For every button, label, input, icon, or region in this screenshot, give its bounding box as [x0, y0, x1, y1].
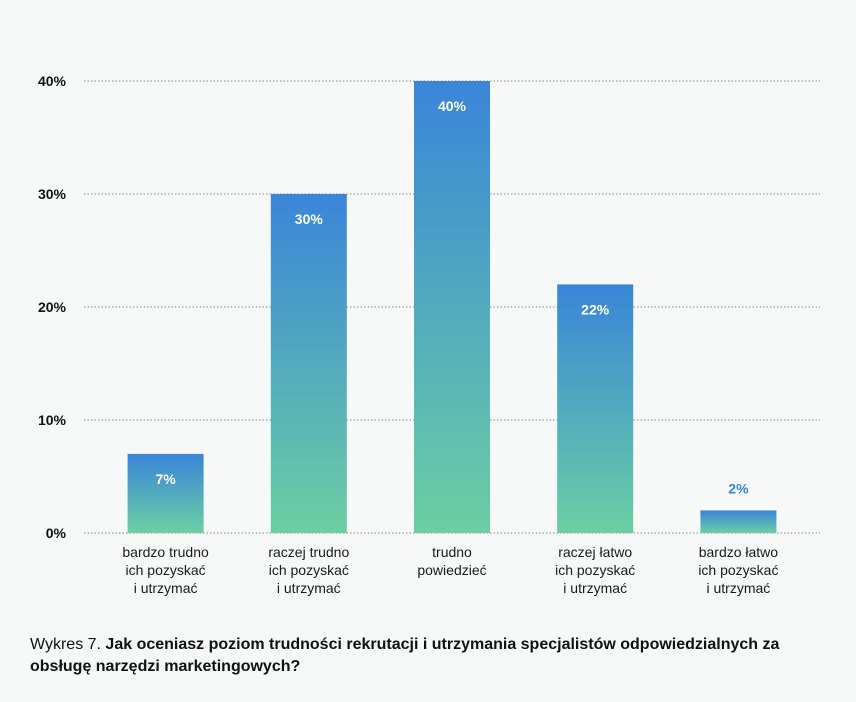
caption-prefix: Wykres 7.: [30, 636, 106, 653]
bar-chart: 0% 10% 20% 30% 40% 7% 30% 40% 22% 2% bardzo trud…: [38, 73, 820, 596]
bar: [557, 284, 634, 533]
y-tick-label: 30%: [38, 186, 67, 202]
value-label: 30%: [295, 211, 324, 227]
chart-caption: Wykres 7. Jak oceniasz poziom trudności …: [30, 634, 820, 678]
x-axis-labels: bardzo trudno ich pozyskać i utrzymać racze…: [122, 544, 778, 596]
y-tick-label: 10%: [38, 412, 67, 428]
y-tick-label: 20%: [38, 299, 67, 315]
bar: [414, 81, 490, 533]
y-tick-label: 0%: [46, 525, 67, 541]
value-labels: 7% 30% 40% 22% 2%: [155, 98, 749, 496]
y-tick-label: 40%: [38, 73, 67, 89]
x-tick-label: raczej trudno ich pozyskać i utrzymać: [268, 544, 349, 596]
value-label: 7%: [155, 471, 176, 487]
bar: [270, 194, 347, 533]
caption-title: Jak oceniasz poziom trudności rekrutacji…: [30, 636, 780, 675]
x-tick-label: bardzo trudno ich pozyskać i utrzymać: [122, 544, 209, 596]
value-label: 40%: [438, 98, 467, 114]
value-label: 2%: [728, 480, 749, 496]
bars: [127, 81, 777, 533]
bar: [700, 510, 777, 533]
x-tick-label: trudno powiedzieć: [417, 544, 486, 578]
bar: [127, 453, 204, 533]
x-tick-label: raczej łatwo ich pozyskać i utrzymać: [555, 544, 635, 596]
x-tick-label: bardzo łatwo ich pozyskać i utrzymać: [698, 544, 778, 596]
value-label: 22%: [581, 301, 610, 317]
y-axis-ticks: 0% 10% 20% 30% 40%: [38, 73, 67, 541]
